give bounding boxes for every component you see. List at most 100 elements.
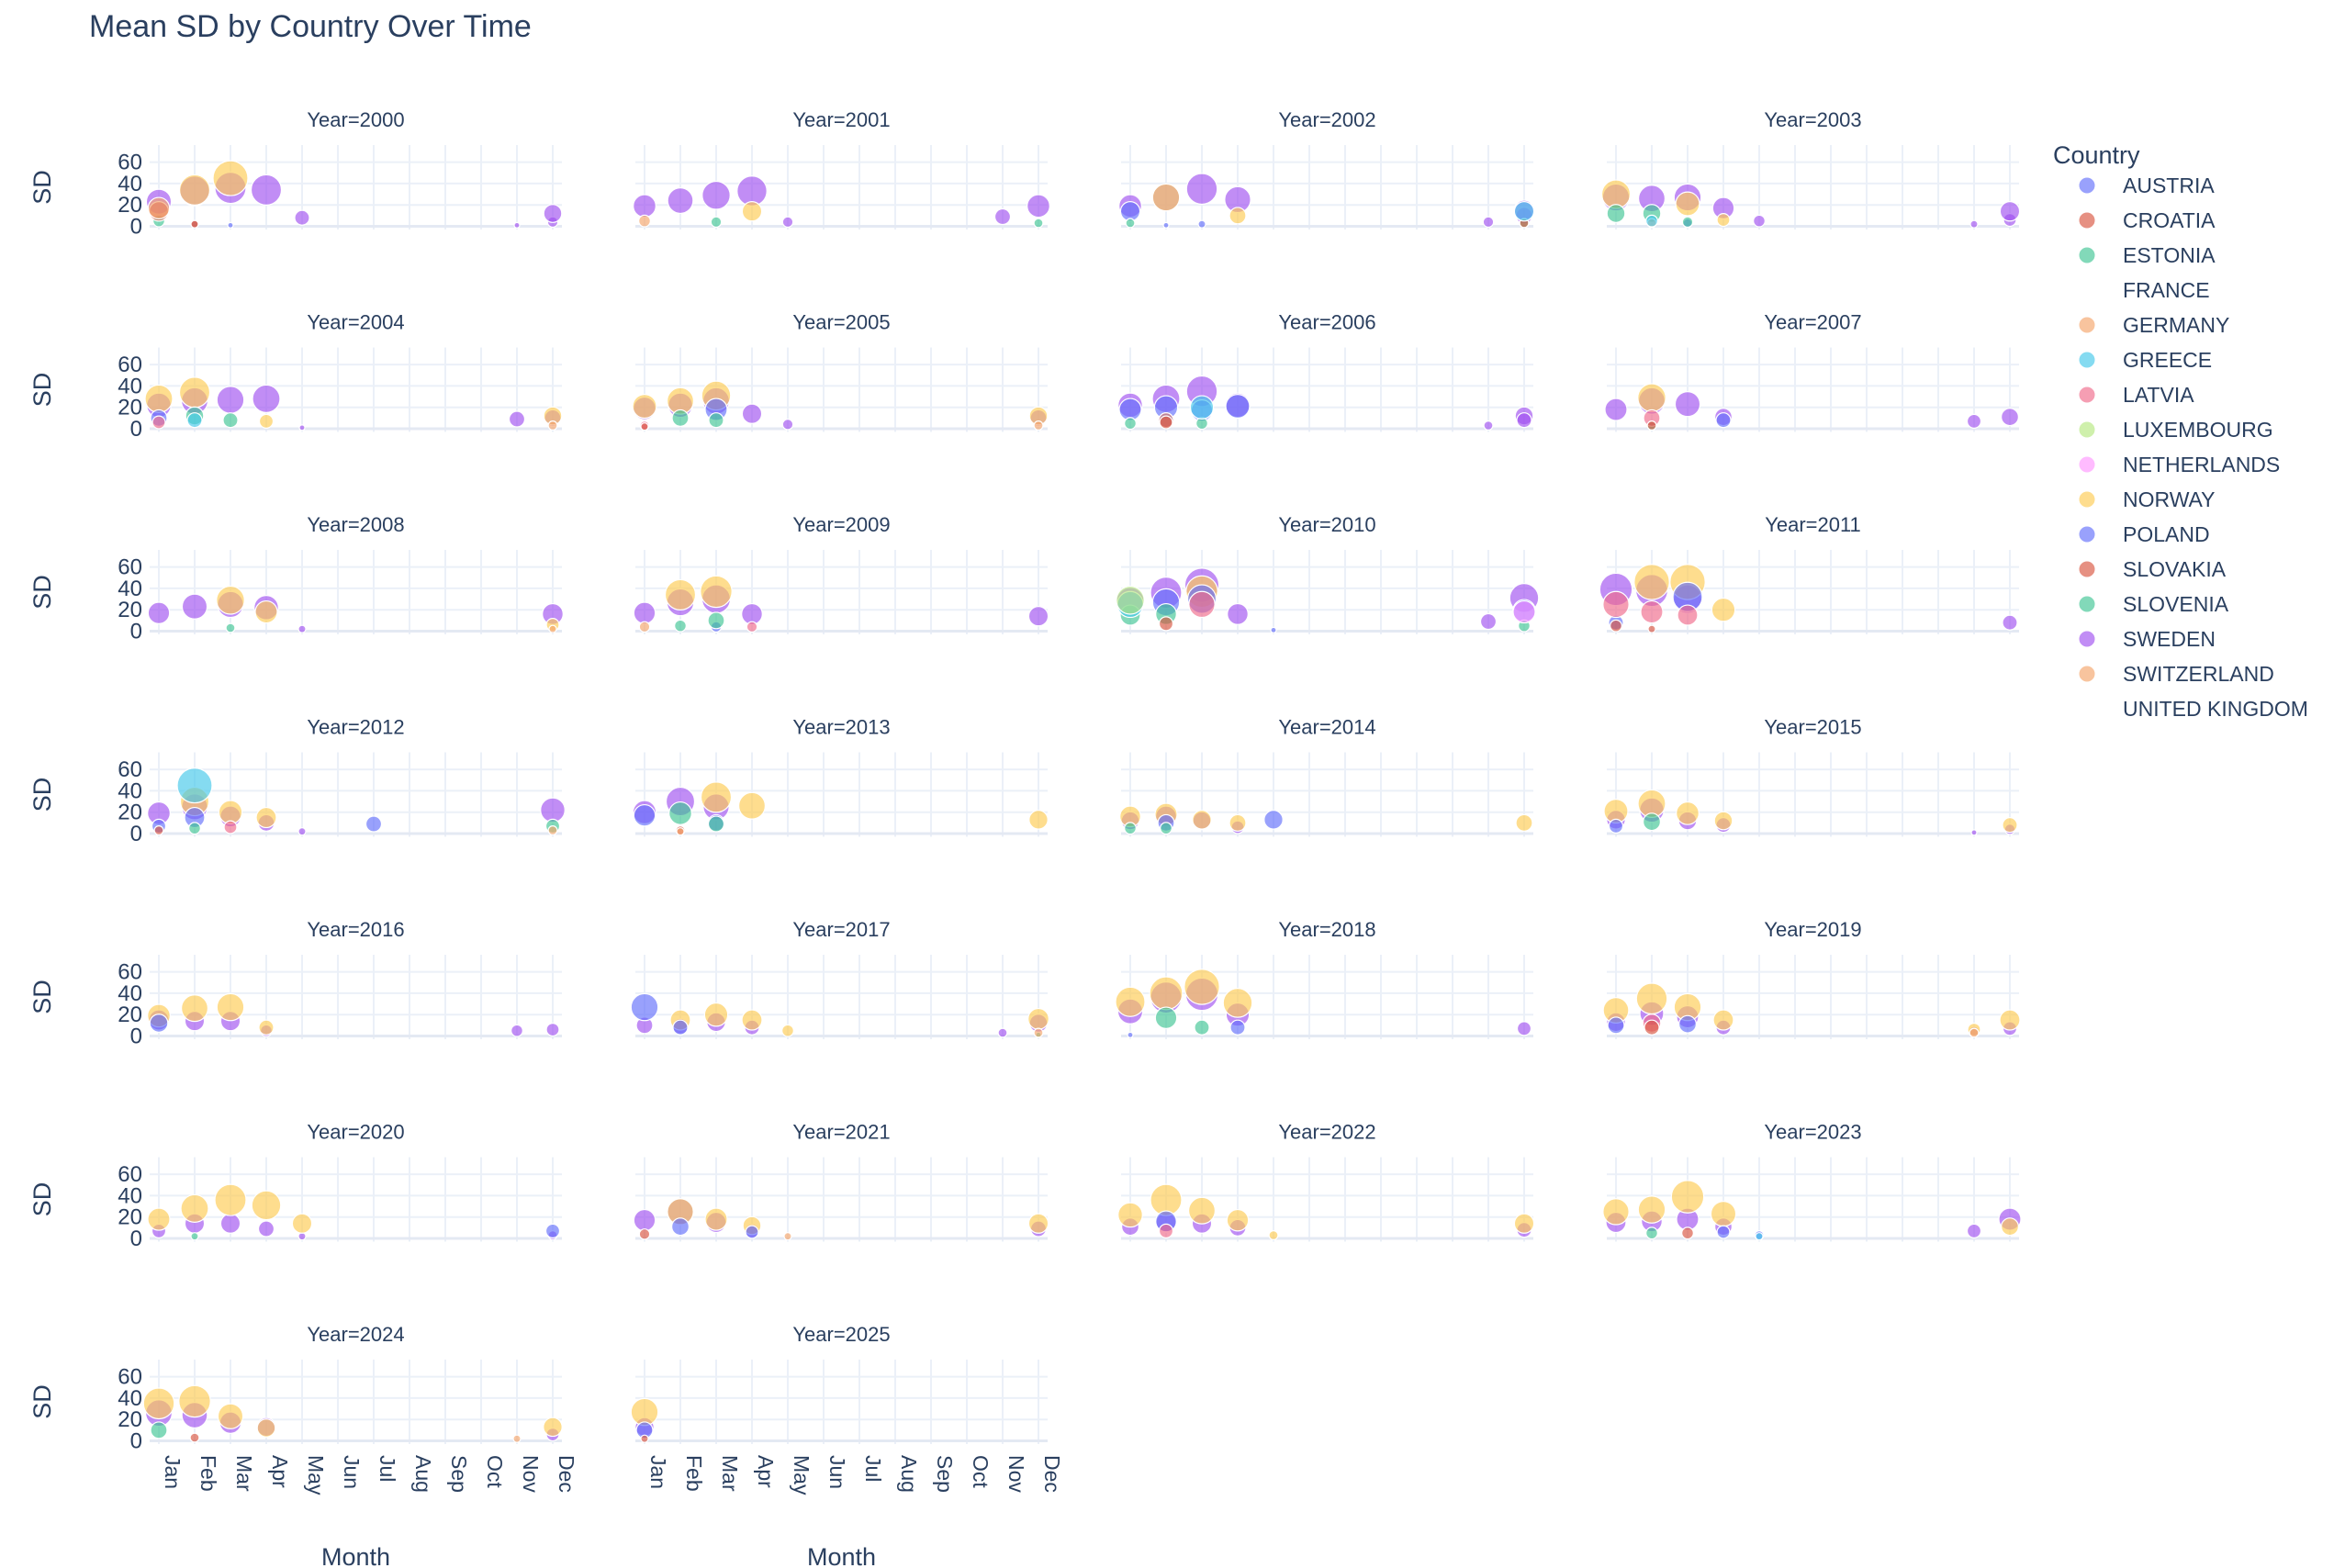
bubble-norway [1117, 1202, 1143, 1228]
bubble-sweden [250, 174, 283, 207]
legend-item-croatia[interactable]: CROATIA [2078, 208, 2216, 232]
legend-marker [2078, 281, 2096, 299]
legend-item-united-kingdom[interactable]: UNITED KINGDOM [2078, 697, 2308, 721]
bubble-norway [703, 1002, 729, 1027]
facet-title: Year=2003 [1764, 108, 1861, 131]
bubble-sweden [1479, 612, 1498, 631]
bubble-sweden [667, 187, 694, 215]
bubble-germany [676, 827, 685, 836]
bubble-norway [1513, 1213, 1535, 1234]
bubble-croatia [1681, 1226, 1694, 1240]
x-tick-label: Oct [969, 1455, 993, 1488]
bubble-austria [745, 1225, 759, 1239]
bubble-latvia [151, 415, 166, 430]
bubble-norway [1710, 1201, 1737, 1227]
legend-item-germany[interactable]: GERMANY [2078, 313, 2229, 337]
bubble-sweden [993, 207, 1012, 226]
facet-panel-2021: Year=2021 [635, 1121, 1048, 1242]
bubble-norway [1222, 988, 1253, 1018]
legend-item-latvia[interactable]: LATVIA [2078, 383, 2194, 407]
facet-panel-2006: Year=2006 [1121, 311, 1533, 432]
x-axis-title: Month [321, 1543, 390, 1568]
chart-title: Mean SD by Country Over Time [89, 9, 532, 44]
facet-title: Year=2025 [792, 1323, 890, 1346]
facet-title: Year=2010 [1278, 513, 1375, 536]
legend-item-switzerland[interactable]: SWITZERLAND [2078, 662, 2274, 686]
legend-item-france[interactable]: FRANCE [2078, 278, 2210, 302]
bubble-sweden [1966, 1223, 1982, 1238]
bubble-latvia [1158, 1223, 1174, 1238]
legend-item-norway[interactable]: NORWAY [2078, 487, 2216, 511]
bubble-norway [216, 585, 245, 615]
legend-item-netherlands[interactable]: NETHERLANDS [2078, 453, 2280, 476]
legend-item-slovakia[interactable]: SLOVAKIA [2078, 557, 2227, 581]
legend-label: LATVIA [2123, 383, 2194, 407]
y-tick-label: 40 [118, 1386, 142, 1411]
legend-label: GERMANY [2123, 313, 2229, 337]
legend-item-luxembourg[interactable]: LUXEMBOURG [2078, 418, 2273, 442]
x-tick-label: Feb [682, 1455, 706, 1492]
bubble-norway [147, 1207, 171, 1231]
x-tick-label: May [304, 1455, 328, 1495]
legend-item-greece[interactable]: GREECE [2078, 348, 2212, 372]
bubble-sweden [1969, 219, 1979, 229]
bubble-croatia [1610, 619, 1622, 633]
x-tick-label: Sep [933, 1455, 957, 1493]
bubble-slovenia [1125, 218, 1136, 229]
bubble-greece [186, 412, 203, 429]
facet-title: Year=2012 [307, 716, 404, 739]
facet-title: Year=2000 [307, 108, 404, 131]
bubble-greece [1513, 201, 1535, 222]
bubble-sweden [257, 1220, 275, 1238]
facet-panel-2007: Year=2007 [1607, 311, 2019, 432]
bubble-germany [512, 1434, 522, 1443]
bubble-norway [180, 1193, 209, 1223]
bubble-sweden [294, 209, 310, 226]
bubble-slovenia [1154, 1006, 1178, 1029]
bubble-sweden [543, 204, 563, 223]
bubble-norway [217, 1403, 244, 1429]
bubble-norway [1027, 1007, 1049, 1030]
y-tick-label: 60 [118, 1365, 142, 1390]
bubble-luxembourg [1116, 585, 1145, 615]
facet-title: Year=2007 [1764, 311, 1861, 334]
bubble-germany [638, 214, 651, 228]
bubble-sweden [1516, 1021, 1532, 1036]
bubble-sweden [1027, 606, 1049, 627]
bubble-austria [1127, 1031, 1134, 1038]
bubble-sweden [633, 194, 656, 218]
bubble-sweden [181, 593, 208, 620]
bubble-norway [543, 1417, 563, 1438]
bubble-norway [255, 806, 277, 829]
bubble-norway [1192, 810, 1212, 830]
bubble-germany [1033, 1027, 1044, 1038]
legend-item-estonia[interactable]: ESTONIA [2078, 243, 2216, 267]
bubble-norway [142, 1387, 175, 1420]
legend-item-sweden[interactable]: SWEDEN [2078, 627, 2216, 651]
x-tick-label: Apr [754, 1455, 778, 1488]
legend-item-austria[interactable]: AUSTRIA [2078, 174, 2215, 197]
facet-title: Year=2013 [792, 716, 890, 739]
bubble-norway [214, 1183, 247, 1216]
x-tick-label: Jun [825, 1455, 849, 1489]
bubble-sweden [633, 601, 656, 624]
legend-marker [2078, 176, 2096, 195]
legend-item-poland[interactable]: POLAND [2078, 522, 2210, 546]
bubble-slovenia [671, 409, 690, 427]
legend-label: ESTONIA [2123, 243, 2216, 267]
bubble-austria [227, 221, 234, 229]
bubble-sweden [2001, 408, 2019, 427]
legend-marker [2078, 420, 2096, 439]
bubble-norway [1637, 383, 1666, 413]
bubble-sweden [147, 601, 171, 624]
x-tick-label: Dec [1040, 1455, 1064, 1493]
y-axis-title: SD [28, 575, 56, 610]
legend-item-slovenia[interactable]: SLOVENIA [2078, 592, 2229, 616]
bubble-norway [1711, 597, 1736, 622]
facet-title: Year=2001 [792, 108, 890, 131]
legend-label: POLAND [2123, 522, 2210, 546]
bubble-austria [630, 992, 659, 1022]
bubble-germany [547, 825, 558, 836]
